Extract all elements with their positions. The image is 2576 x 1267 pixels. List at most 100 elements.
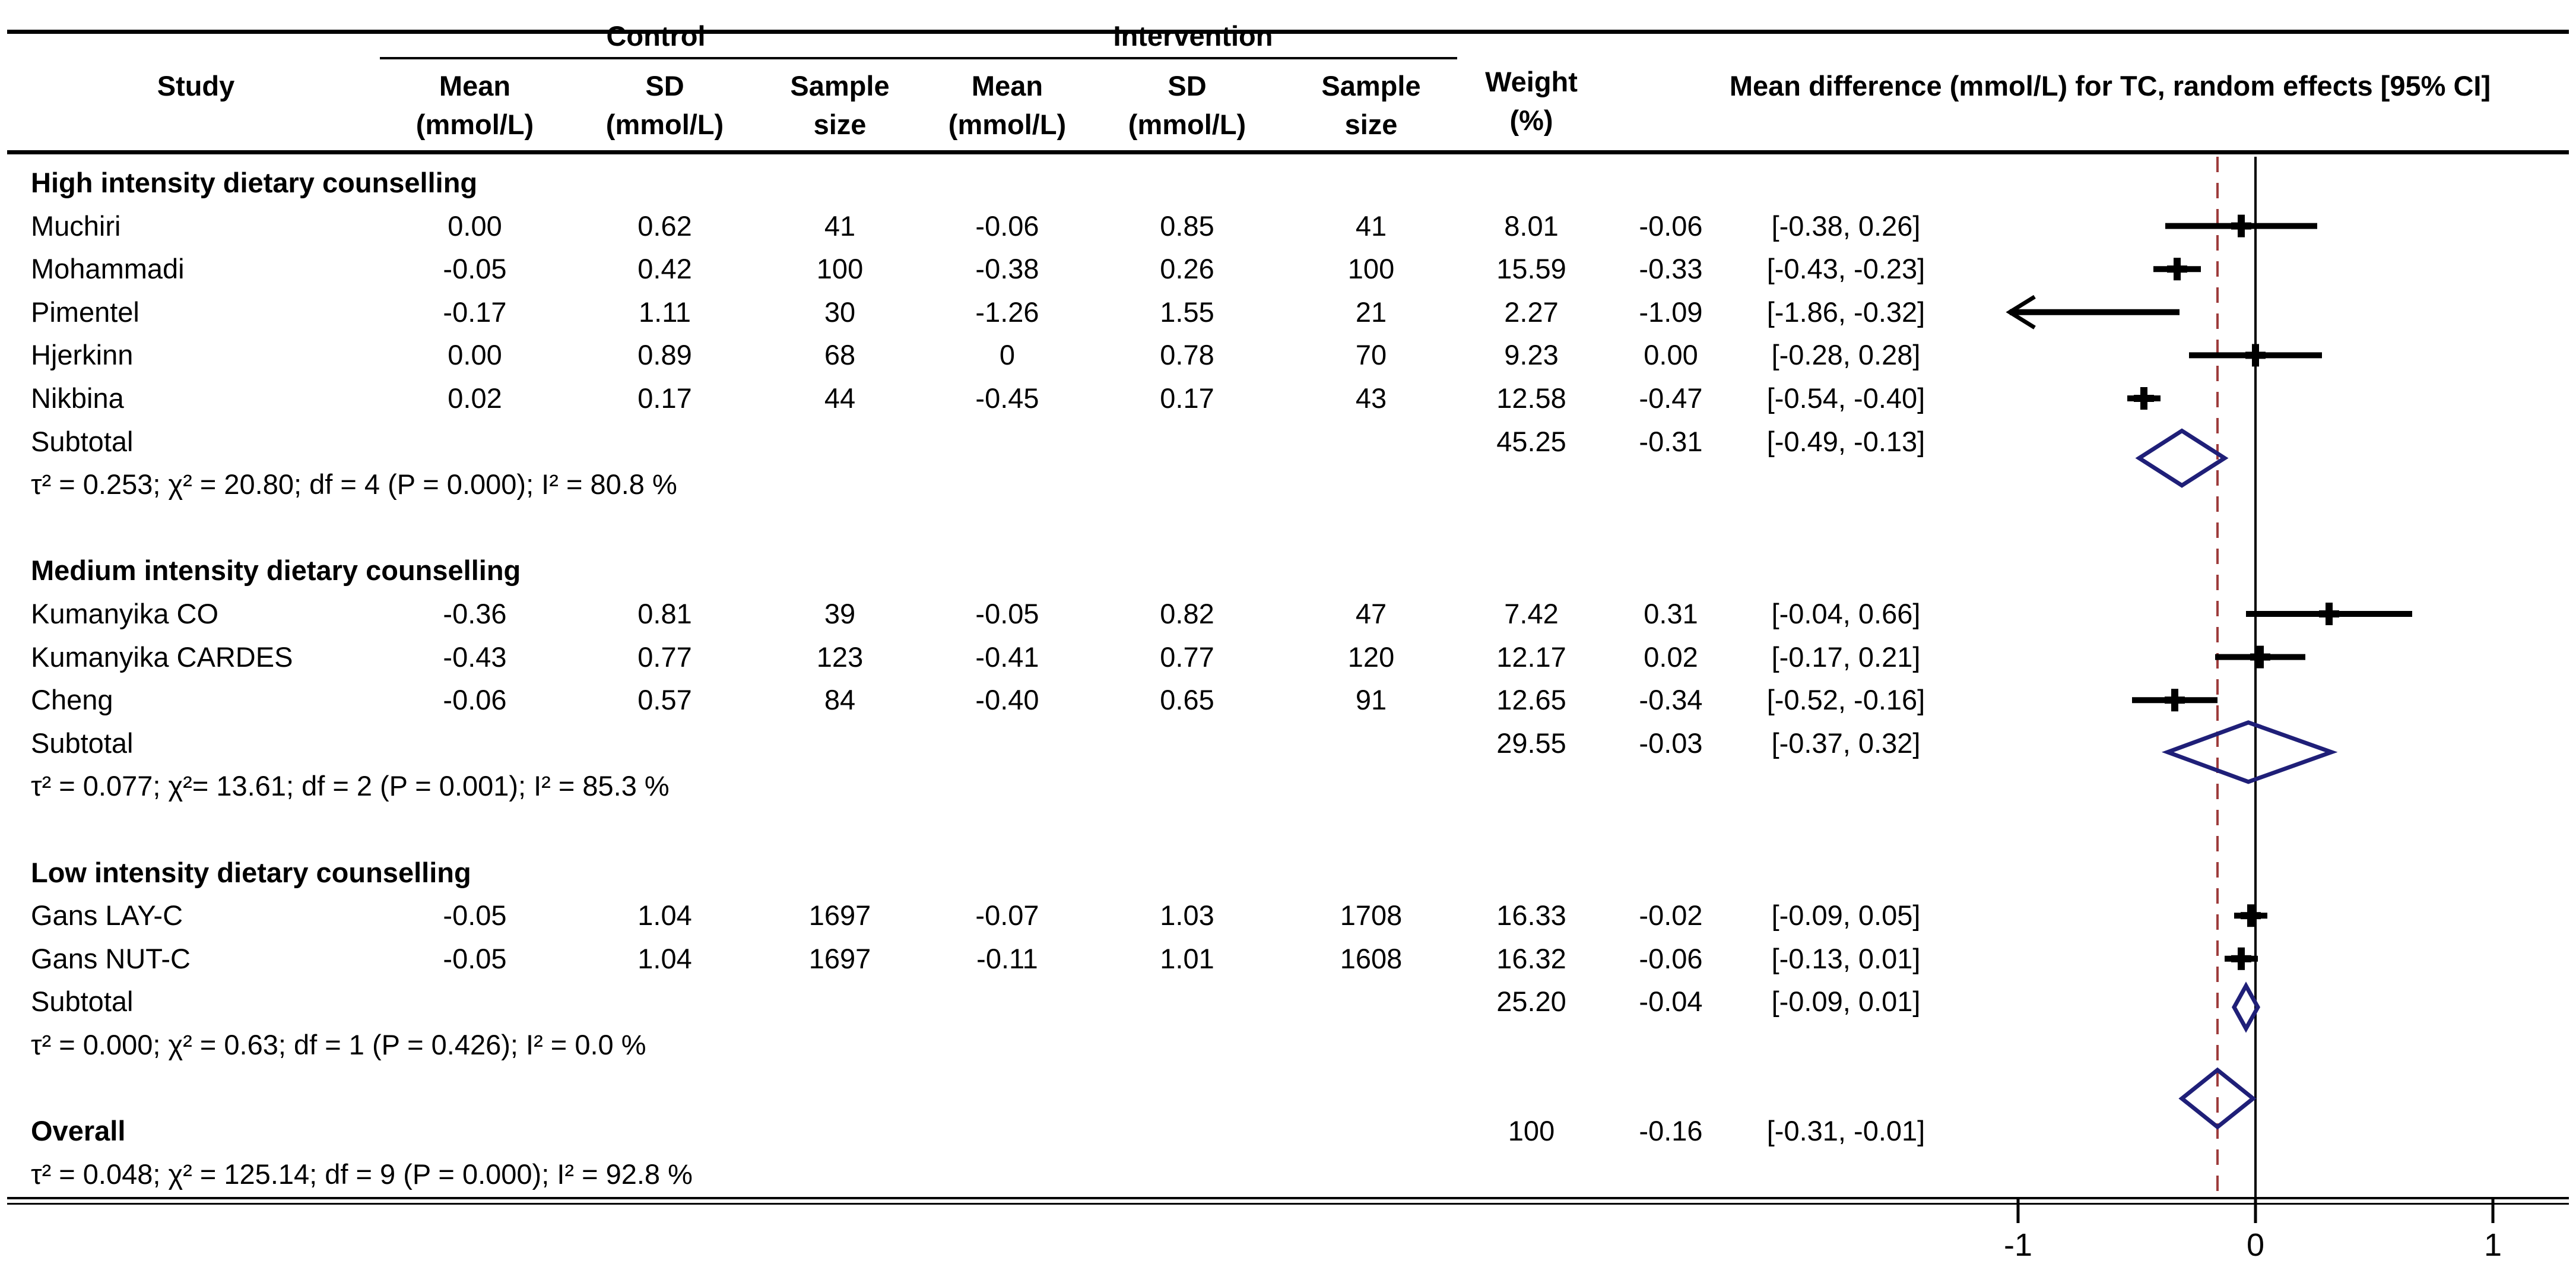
heterogeneity-stats: τ² = 0.000; χ² = 0.63; df = 1 (P = 0.426… <box>31 1029 646 1060</box>
intervention-mean: -0.06 <box>975 210 1039 242</box>
column-header-effect: Mean difference (mmol/L) for TC, random … <box>1729 70 2491 102</box>
header-bottom-rule <box>7 150 2569 154</box>
weight-value: 29.55 <box>1496 727 1566 759</box>
section-row: Low intensity dietary counselling <box>0 851 2576 894</box>
section-row: Medium intensity dietary counselling <box>0 549 2576 592</box>
heterogeneity-stats: τ² = 0.253; χ² = 20.80; df = 4 (P = 0.00… <box>31 468 677 501</box>
control-mean: 0.02 <box>448 382 502 414</box>
intervention-mean: -0.07 <box>975 899 1039 932</box>
weight-value: 15.59 <box>1496 253 1566 285</box>
control-sd: 1.04 <box>637 942 692 974</box>
control-mean: -0.05 <box>443 899 507 932</box>
intervention-n: 120 <box>1347 641 1395 673</box>
intervention-sd: 0.82 <box>1160 598 1214 629</box>
subtotal-label: Subtotal <box>31 986 134 1018</box>
overall-label: Overall <box>31 1115 126 1147</box>
intervention-mean: -0.11 <box>976 942 1038 974</box>
weight-value: 12.17 <box>1496 641 1566 673</box>
intervention-mean: -0.45 <box>975 382 1039 414</box>
weight-value: 16.32 <box>1496 942 1566 974</box>
control-sd: 0.81 <box>637 598 692 629</box>
confidence-interval: [-0.31, -0.01] <box>1766 1115 1925 1147</box>
subtotal-label: Subtotal <box>31 727 134 759</box>
weight-value: 12.58 <box>1496 382 1566 414</box>
mean-difference-value: -1.09 <box>1639 296 1703 328</box>
mean-difference-value: -0.03 <box>1639 727 1703 759</box>
section-header: Low intensity dietary counselling <box>31 856 471 888</box>
mean-difference-value: -0.02 <box>1639 899 1703 932</box>
confidence-interval: [-0.17, 0.21] <box>1771 641 1921 673</box>
control-mean: -0.17 <box>443 296 507 328</box>
confidence-interval: [-0.49, -0.13] <box>1766 425 1925 457</box>
column-header-control-mean-unit: (mmol/L) <box>415 109 534 140</box>
x-axis-tick-label: -1 <box>2003 1227 2033 1263</box>
mean-difference-value: 0.02 <box>1644 641 1698 673</box>
table-row: Kumanyika CO -0.36 0.81 39 -0.05 0.82 47 7.42 0.… <box>0 593 2576 635</box>
study-name: Mohammadi <box>31 253 185 285</box>
section-header: Medium intensity dietary counselling <box>31 555 521 587</box>
intervention-n: 43 <box>1355 382 1387 414</box>
control-sd: 0.62 <box>637 210 692 242</box>
effect-marker <box>2238 947 2245 970</box>
control-sd: 0.42 <box>637 253 692 285</box>
confidence-interval: [-0.52, -0.16] <box>1766 684 1925 716</box>
column-header-intervention-mean: Mean <box>971 70 1043 102</box>
ci-clip-arrow <box>2006 294 2036 330</box>
effect-marker <box>2171 689 2178 712</box>
control-n: 100 <box>816 253 864 285</box>
effect-marker <box>2174 258 2181 281</box>
table-row: Nikbina 0.02 0.17 44 -0.45 0.17 43 12.58 -0.47 [-… <box>0 377 2576 420</box>
control-mean: -0.05 <box>443 253 507 285</box>
column-header-intervention-mean-unit: (mmol/L) <box>948 109 1067 140</box>
het-row: τ² = 0.077; χ²= 13.61; df = 2 (P = 0.001… <box>0 765 2576 807</box>
table-row: Cheng -0.06 0.57 84 -0.40 0.65 91 12.65 -0.34 [-0… <box>0 679 2576 721</box>
study-name: Muchiri <box>31 210 121 242</box>
table-row: Muchiri 0.00 0.62 41 -0.06 0.85 41 8.01 -0.06 [-0… <box>0 205 2576 248</box>
control-mean: -0.43 <box>443 641 507 673</box>
control-n: 84 <box>824 684 856 716</box>
intervention-mean: -0.40 <box>975 684 1039 716</box>
weight-value: 7.42 <box>1504 598 1559 629</box>
subtotal-row: Subtotal 25.20 -0.04 [-0.09, 0.01] <box>0 980 2576 1023</box>
confidence-interval: [-0.37, 0.32] <box>1771 727 1921 759</box>
x-axis-tick-label: 1 <box>2483 1227 2502 1263</box>
confidence-interval: [-0.43, -0.23] <box>1766 253 1925 285</box>
study-name: Hjerkinn <box>31 339 134 371</box>
group-header-control: Control <box>606 20 706 52</box>
table-bottom-rule-2 <box>7 1203 2569 1205</box>
mean-difference-value: -0.06 <box>1639 210 1703 242</box>
intervention-sd: 1.01 <box>1160 942 1214 974</box>
intervention-sd: 1.55 <box>1160 296 1214 328</box>
intervention-mean: 0 <box>999 339 1016 371</box>
effect-marker <box>2247 904 2254 927</box>
mean-difference-value: -0.33 <box>1639 253 1703 285</box>
control-n: 41 <box>824 210 856 242</box>
confidence-interval: [-0.13, 0.01] <box>1771 942 1921 974</box>
table-row: Mohammadi -0.05 0.42 100 -0.38 0.26 100 15.59 -0… <box>0 248 2576 290</box>
control-mean: 0.00 <box>448 339 502 371</box>
intervention-sd: 0.17 <box>1160 382 1214 414</box>
mean-difference-value: 0.00 <box>1644 339 1698 371</box>
mean-difference-value: -0.34 <box>1639 684 1703 716</box>
intervention-n: 70 <box>1355 339 1387 371</box>
confidence-interval: [-0.28, 0.28] <box>1771 339 1921 371</box>
pooled-estimate-diamond <box>2178 1067 2257 1130</box>
pooled-estimate-diamond <box>2161 720 2338 784</box>
confidence-interval: [-0.04, 0.66] <box>1771 598 1921 629</box>
column-header-control-sample: Sample <box>790 70 890 102</box>
control-n: 123 <box>816 641 864 673</box>
column-header-study: Study <box>157 70 235 102</box>
table-row: Pimentel -0.17 1.11 30 -1.26 1.55 21 2.27 -1.09 [… <box>0 291 2576 334</box>
confidence-interval: [-0.09, 0.05] <box>1771 899 1921 932</box>
subtotal-row: Subtotal 29.55 -0.03 [-0.37, 0.32] <box>0 722 2576 765</box>
table-row: Kumanyika CARDES -0.43 0.77 123 -0.41 0.77 120… <box>0 636 2576 679</box>
control-sd: 0.89 <box>637 339 692 371</box>
weight-value: 25.20 <box>1496 986 1566 1018</box>
weight-value: 45.25 <box>1496 425 1566 457</box>
table-top-rule <box>7 30 2569 34</box>
effect-marker <box>2257 645 2264 669</box>
intervention-n: 1608 <box>1340 942 1403 974</box>
mean-difference-value: 0.31 <box>1644 598 1698 629</box>
confidence-interval: [-0.38, 0.26] <box>1771 210 1921 242</box>
study-name: Kumanyika CARDES <box>31 641 293 673</box>
